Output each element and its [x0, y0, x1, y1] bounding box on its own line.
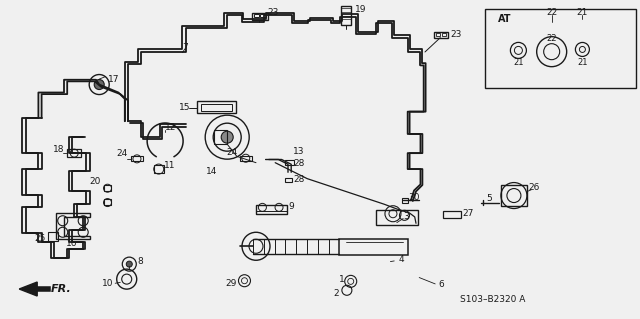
Bar: [154, 165, 164, 173]
Polygon shape: [19, 282, 37, 296]
Bar: [434, 32, 448, 38]
Text: 28: 28: [293, 159, 305, 168]
Text: 8: 8: [137, 257, 143, 266]
Bar: [436, 33, 440, 36]
Text: 16: 16: [66, 239, 77, 248]
Text: AT: AT: [498, 13, 511, 24]
Text: 30: 30: [408, 193, 420, 202]
Bar: [252, 13, 268, 20]
Bar: [443, 211, 461, 218]
Text: 13: 13: [293, 147, 305, 156]
Text: 21: 21: [577, 8, 588, 17]
Text: 23: 23: [268, 8, 279, 17]
Text: 28: 28: [293, 175, 305, 184]
Bar: [442, 33, 446, 36]
Text: 21: 21: [577, 58, 588, 67]
Bar: [256, 211, 287, 214]
Text: 21: 21: [513, 58, 524, 67]
Text: 14: 14: [206, 167, 218, 176]
Bar: [104, 185, 111, 191]
Text: 20: 20: [90, 177, 101, 186]
Bar: [48, 232, 58, 241]
Text: 12: 12: [165, 123, 177, 132]
Text: 23: 23: [450, 30, 461, 39]
Bar: [402, 198, 408, 203]
Text: 4: 4: [398, 255, 404, 263]
Text: 27: 27: [462, 209, 474, 218]
Bar: [254, 14, 259, 17]
Text: FR.: FR.: [51, 284, 72, 294]
Text: 24: 24: [116, 149, 128, 158]
Bar: [285, 160, 294, 165]
Bar: [485, 9, 636, 88]
Text: 11: 11: [164, 161, 175, 170]
Bar: [256, 205, 287, 214]
Text: 6: 6: [438, 280, 444, 289]
Text: 25: 25: [35, 234, 46, 243]
Text: 5: 5: [486, 194, 492, 203]
Bar: [67, 149, 81, 157]
Bar: [339, 239, 408, 255]
Text: 18: 18: [52, 145, 64, 154]
Bar: [260, 14, 266, 17]
Bar: [240, 156, 252, 161]
Text: 2: 2: [333, 289, 339, 298]
Bar: [131, 156, 143, 161]
Text: 22: 22: [546, 8, 557, 17]
Text: 29: 29: [225, 279, 237, 288]
Text: 26: 26: [529, 183, 540, 192]
Text: 9: 9: [288, 202, 294, 211]
Circle shape: [221, 131, 233, 143]
Text: 10: 10: [102, 279, 114, 288]
Bar: [104, 199, 111, 205]
Bar: [214, 130, 227, 144]
Text: 1: 1: [339, 275, 344, 284]
Text: 19: 19: [355, 5, 366, 14]
Text: 24: 24: [227, 148, 238, 157]
Text: 3: 3: [403, 212, 409, 221]
Text: S103–B2320 A: S103–B2320 A: [460, 295, 525, 304]
Bar: [376, 210, 418, 225]
Bar: [285, 178, 292, 182]
Circle shape: [94, 79, 104, 90]
Circle shape: [126, 261, 132, 267]
Bar: [197, 101, 236, 113]
Text: 22: 22: [547, 34, 557, 43]
Bar: [341, 6, 351, 25]
Text: 7: 7: [182, 43, 188, 52]
Text: 15: 15: [179, 103, 191, 112]
Bar: [201, 104, 232, 111]
Text: 17: 17: [108, 75, 119, 84]
Bar: [501, 185, 527, 206]
